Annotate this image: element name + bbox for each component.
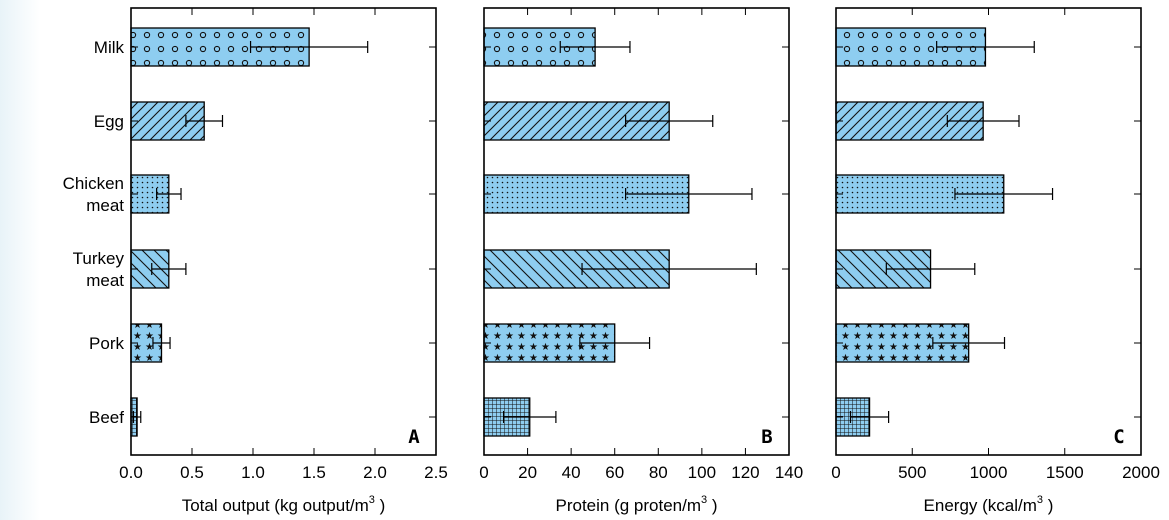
x-tick-label: 2.0: [363, 463, 387, 482]
x-tick-label: 0: [831, 463, 840, 482]
category-label: Turkey meat: [73, 249, 125, 290]
panel-letter: A: [408, 426, 420, 448]
panel-letter: C: [1113, 426, 1124, 448]
x-axis-title: Protein (g proten/m3 ): [555, 494, 717, 515]
panel-b: 0 20 40 60 80 100 120 140 Protein (g proten/m3 )…: [479, 7, 803, 515]
x-tick-label: 100: [688, 463, 716, 482]
plot-frame: [835, 7, 1142, 456]
x-tick-label: 2.5: [424, 463, 448, 482]
plot-frame: [483, 7, 790, 456]
category-label: Chicken meat: [63, 174, 125, 215]
category-label: Beef: [89, 408, 124, 427]
x-tick-label: 80: [649, 463, 668, 482]
x-tick-label: 0: [479, 463, 488, 482]
x-tick-label: 1.5: [302, 463, 326, 482]
x-tick-label: 20: [518, 463, 537, 482]
x-tick-label: 140: [775, 463, 803, 482]
x-tick-label: 40: [562, 463, 581, 482]
x-tick-label: 0.5: [180, 463, 204, 482]
category-label: Milk: [94, 38, 125, 57]
x-axis-title: Total output (kg output/m3 ): [182, 494, 386, 515]
x-tick-label: 60: [605, 463, 624, 482]
x-tick-label: 500: [898, 463, 926, 482]
left-edge-background: [0, 0, 40, 520]
x-tick-label: 1500: [1046, 463, 1084, 482]
x-tick-label: 1000: [970, 463, 1008, 482]
plot-frame: [130, 7, 437, 456]
panel-letter: B: [761, 426, 772, 448]
category-label: Pork: [89, 334, 124, 353]
panel-c: 0 500 1000 1500 2000 Energy (kcal/m3 ) C: [831, 7, 1160, 515]
x-tick-label: 2000: [1122, 463, 1160, 482]
x-tick-label: 1.0: [241, 463, 265, 482]
panel-a: 0.0 0.5 1.0 1.5 2.0 2.5 Total output (kg outpu…: [63, 7, 448, 515]
x-tick-label: 120: [731, 463, 759, 482]
x-tick-label: 0.0: [119, 463, 143, 482]
category-label: Egg: [94, 112, 124, 131]
x-axis-title: Energy (kcal/m3 ): [924, 494, 1054, 515]
